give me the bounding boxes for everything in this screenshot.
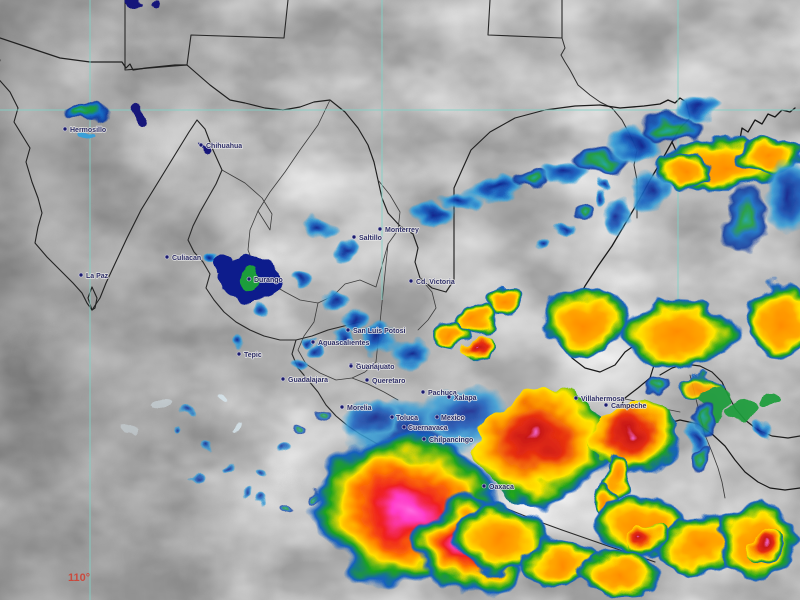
svg-text:Aguascalientes: Aguascalientes: [318, 340, 369, 347]
svg-text:Pachuca: Pachuca: [428, 390, 457, 397]
svg-text:Cd. Victoria: Cd. Victoria: [416, 279, 455, 286]
svg-text:Guadalajara: Guadalajara: [288, 377, 328, 384]
svg-text:San Luis Potosi: San Luis Potosi: [353, 328, 406, 335]
svg-text:Saltillo: Saltillo: [359, 235, 382, 242]
svg-text:Toluca: Toluca: [396, 415, 418, 422]
svg-text:Chilpancingo: Chilpancingo: [429, 437, 473, 444]
svg-text:Villahermosa: Villahermosa: [581, 396, 625, 403]
svg-text:Culiacan: Culiacan: [172, 255, 201, 262]
svg-text:Guanajuato: Guanajuato: [356, 364, 395, 371]
svg-text:Xalapa: Xalapa: [454, 395, 477, 402]
svg-text:Monterrey: Monterrey: [385, 227, 419, 234]
svg-text:Oaxaca: Oaxaca: [489, 484, 514, 491]
svg-text:Mexico: Mexico: [441, 415, 465, 422]
svg-text:Campeche: Campeche: [611, 403, 647, 410]
svg-text:110°: 110°: [68, 572, 90, 584]
svg-text:Queretaro: Queretaro: [372, 378, 405, 385]
svg-text:Morelia: Morelia: [347, 405, 372, 412]
svg-text:Chihuahua: Chihuahua: [206, 143, 242, 150]
svg-text:Cuernavaca: Cuernavaca: [408, 425, 448, 432]
svg-text:La Paz: La Paz: [86, 273, 109, 280]
svg-text:Tepic: Tepic: [244, 352, 262, 359]
svg-text:Hermosillo: Hermosillo: [70, 127, 106, 134]
svg-text:Durango: Durango: [254, 277, 283, 284]
